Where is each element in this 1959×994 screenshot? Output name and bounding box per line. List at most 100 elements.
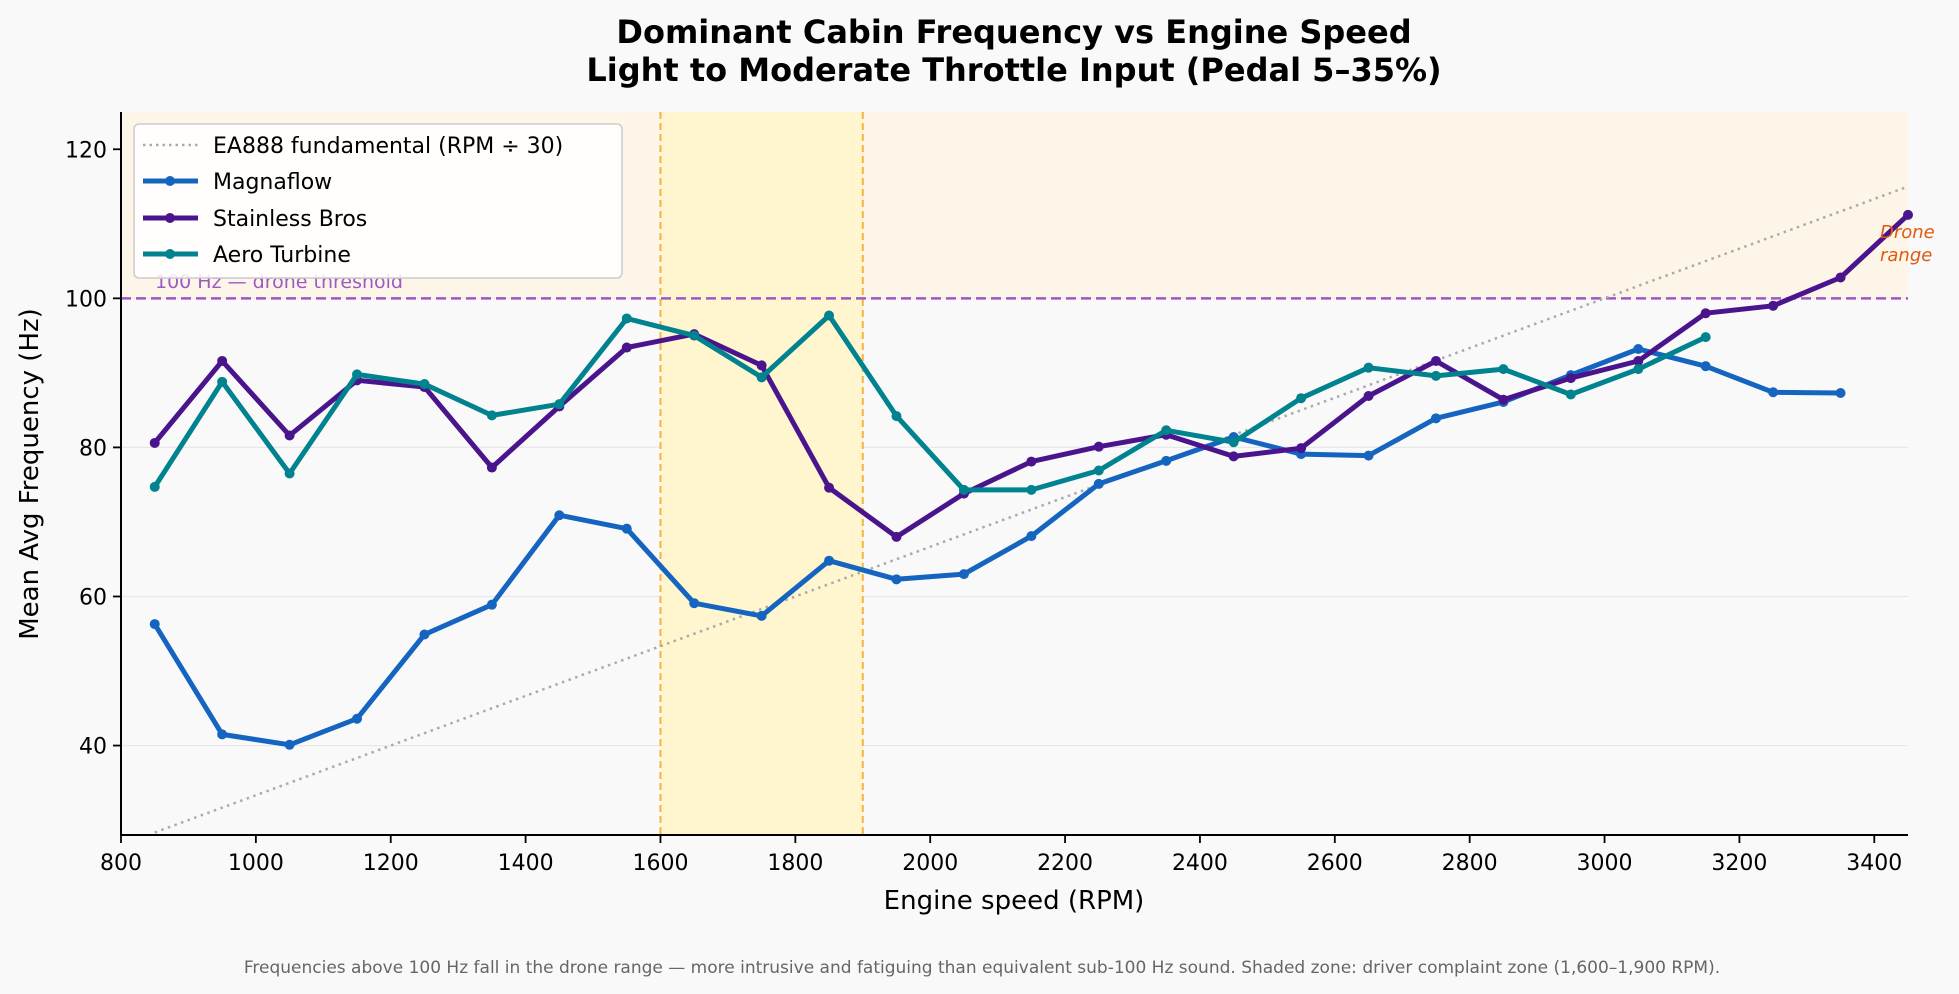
data-point-stainless-bros [1565, 373, 1576, 384]
x-tick-label: 1600 [632, 851, 688, 876]
data-point-aero-turbine [1161, 425, 1172, 436]
data-point-stainless-bros [1363, 390, 1374, 401]
data-point-aero-turbine [486, 410, 497, 421]
data-point-magnaflow [891, 574, 902, 585]
series-line-aero-turbine [152, 313, 1709, 493]
data-point-magnaflow [419, 629, 430, 640]
data-point-aero-turbine [1498, 364, 1509, 375]
data-point-stainless-bros [1430, 355, 1441, 366]
data-point-magnaflow [1835, 388, 1846, 399]
data-point-magnaflow [352, 713, 363, 724]
data-point-magnaflow [486, 599, 497, 610]
x-tick-label: 1800 [767, 851, 823, 876]
data-point-magnaflow [217, 729, 228, 740]
data-point-magnaflow [1161, 455, 1172, 466]
legend-marker-stainless-bros [165, 213, 175, 223]
data-point-aero-turbine [284, 468, 295, 479]
data-point-stainless-bros [149, 437, 160, 448]
data-point-aero-turbine [1026, 484, 1037, 495]
data-point-aero-turbine [419, 379, 430, 390]
legend-label-magnaflow: Magnaflow [213, 170, 332, 195]
legend-marker-aero-turbine [165, 249, 175, 259]
data-point-stainless-bros [486, 462, 497, 473]
data-point-magnaflow [1026, 531, 1037, 542]
footnote: Frequencies above 100 Hz fall in the dro… [244, 958, 1720, 978]
data-point-aero-turbine [554, 399, 565, 410]
drone-range-label-line2: range [1880, 245, 1932, 266]
data-point-stainless-bros [1633, 355, 1644, 366]
y-tick-label: 40 [79, 735, 107, 760]
data-point-magnaflow [621, 523, 632, 534]
data-point-magnaflow [958, 569, 969, 580]
data-point-aero-turbine [756, 372, 767, 383]
data-point-magnaflow [1430, 413, 1441, 424]
axes [120, 112, 1908, 836]
data-point-aero-turbine [1430, 370, 1441, 381]
data-point-aero-turbine [1633, 364, 1644, 375]
data-point-aero-turbine [1700, 332, 1711, 343]
legend-label-aero-turbine: Aero Turbine [213, 243, 351, 268]
legend-label-stainless-bros: Stainless Bros [213, 207, 367, 232]
data-point-aero-turbine [1363, 362, 1374, 373]
x-tick-label: 2600 [1307, 851, 1363, 876]
data-point-magnaflow [1700, 361, 1711, 372]
data-point-stainless-bros [1026, 456, 1037, 467]
chart-subtitle: Light to Moderate Throttle Input (Pedal … [586, 51, 1441, 89]
x-ticks: 800 1000 1200 1400 1600 1800 2000 2200 2400 2600 2… [100, 835, 1902, 876]
data-point-magnaflow [756, 610, 767, 621]
y-ticks: 40 60 80 100 120 [65, 138, 121, 760]
legend-marker-magnaflow [165, 176, 175, 186]
y-tick-label: 60 [79, 585, 107, 610]
data-point-stainless-bros [1835, 272, 1846, 283]
y-axis-label: Mean Avg Frequency (Hz) [15, 308, 45, 640]
data-point-stainless-bros [1498, 394, 1509, 405]
x-tick-label: 3200 [1711, 851, 1767, 876]
data-point-stainless-bros [824, 482, 835, 493]
legend: EA888 fundamental (RPM ÷ 30) Magnaflow S… [133, 123, 623, 279]
x-tick-label: 800 [100, 851, 142, 876]
data-point-magnaflow [554, 510, 565, 521]
data-point-aero-turbine [824, 310, 835, 321]
y-tick-label: 120 [65, 138, 107, 163]
x-tick-label: 1200 [363, 851, 419, 876]
data-point-magnaflow [824, 555, 835, 566]
data-point-magnaflow [1093, 478, 1104, 489]
data-point-magnaflow [689, 598, 700, 609]
data-point-aero-turbine [1228, 437, 1239, 448]
data-point-stainless-bros [1093, 441, 1104, 452]
x-tick-label: 3400 [1846, 851, 1902, 876]
data-point-stainless-bros [1768, 300, 1779, 311]
data-point-aero-turbine [149, 481, 160, 492]
x-tick-label: 2200 [1037, 851, 1093, 876]
data-point-stainless-bros [1296, 443, 1307, 454]
y-tick-label: 80 [79, 436, 107, 461]
data-point-aero-turbine [1296, 393, 1307, 404]
data-point-magnaflow [1363, 450, 1374, 461]
data-point-aero-turbine [958, 484, 969, 495]
complaint-zone-region [660, 112, 863, 835]
legend-label-reference: EA888 fundamental (RPM ÷ 30) [213, 134, 563, 159]
data-point-aero-turbine [1093, 465, 1104, 476]
data-point-stainless-bros [621, 342, 632, 353]
data-point-magnaflow [1768, 387, 1779, 398]
data-point-aero-turbine [621, 313, 632, 324]
data-point-stainless-bros [1700, 308, 1711, 319]
data-point-stainless-bros [756, 360, 767, 371]
legend-box [133, 123, 623, 279]
data-point-stainless-bros [1903, 209, 1913, 220]
x-axis-label: Engine speed (RPM) [884, 886, 1145, 916]
data-point-stainless-bros [891, 531, 902, 542]
x-tick-label: 2800 [1442, 851, 1498, 876]
drone-range-label-line1: Drone [1880, 222, 1935, 243]
data-point-magnaflow [149, 619, 160, 630]
x-tick-label: 2000 [902, 851, 958, 876]
chart-title: Dominant Cabin Frequency vs Engine Speed [616, 13, 1411, 51]
data-point-magnaflow [284, 739, 295, 750]
data-point-aero-turbine [689, 330, 700, 341]
data-point-aero-turbine [217, 376, 228, 387]
data-point-aero-turbine [1565, 389, 1576, 400]
x-tick-label: 1400 [498, 851, 554, 876]
data-point-aero-turbine [352, 369, 363, 380]
x-tick-label: 1000 [228, 851, 284, 876]
